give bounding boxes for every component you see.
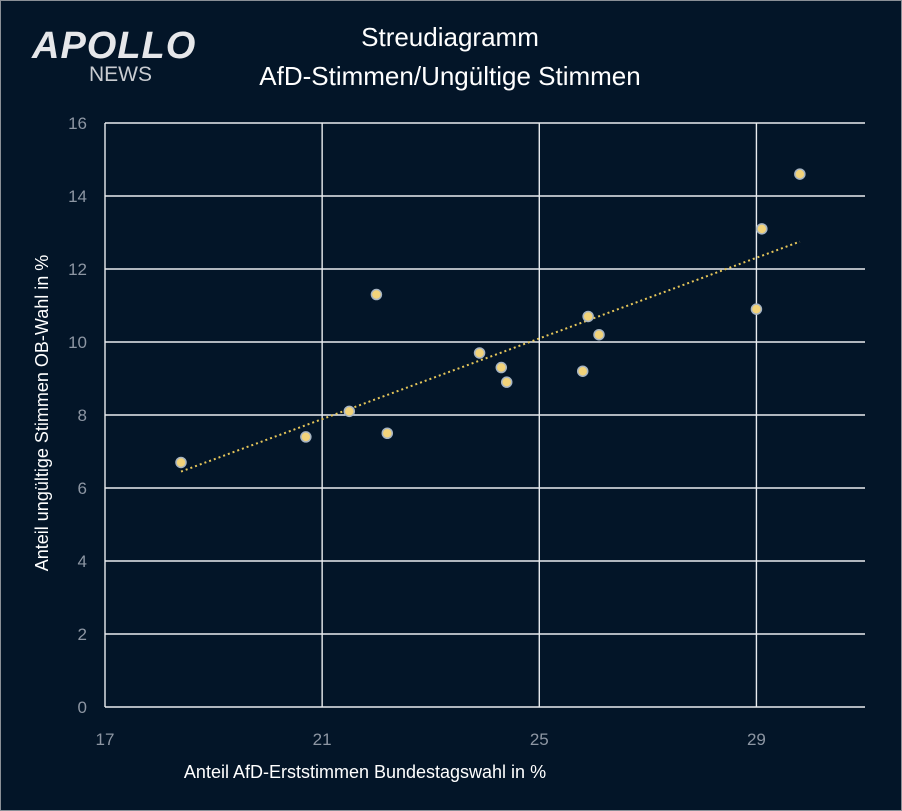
grid-lines <box>104 122 865 708</box>
data-point <box>370 288 383 301</box>
y-axis-label: Anteil ungültige Stimmen OB-Wahl in % <box>32 255 52 571</box>
data-point <box>381 427 394 439</box>
x-tick-label: 25 <box>530 730 549 749</box>
y-tick-label: 14 <box>68 187 87 206</box>
y-tick-label: 0 <box>78 698 87 717</box>
logo-main-text: APOLLO <box>32 25 197 67</box>
chart-subtitle: AfD-Stimmen/Ungültige Stimmen <box>259 61 641 91</box>
data-point <box>495 361 508 374</box>
data-point <box>175 456 187 469</box>
x-tick-label: 17 <box>96 730 115 749</box>
y-tick-label: 12 <box>68 260 87 279</box>
data-point <box>576 365 589 377</box>
apollo-news-logo: APOLLO NEWS <box>32 26 210 88</box>
data-point <box>582 310 594 323</box>
logo-sub-text: NEWS <box>89 63 152 86</box>
data-point <box>750 303 763 315</box>
data-point <box>300 431 312 443</box>
chart-title-block: Streudiagramm AfD-Stimmen/Ungültige Stim… <box>200 18 700 96</box>
y-tick-label: 6 <box>78 479 87 498</box>
data-point <box>473 347 486 359</box>
data-point <box>794 168 806 180</box>
y-tick-labels: 0 2 4 6 8 10 12 14 16 <box>68 114 87 717</box>
y-tick-label: 8 <box>78 406 87 425</box>
x-tick-labels: 17 21 25 29 <box>96 730 766 749</box>
data-point <box>343 405 356 418</box>
trendline <box>180 240 801 473</box>
x-tick-label: 21 <box>313 730 332 749</box>
data-points <box>175 168 806 469</box>
data-point <box>593 328 605 341</box>
data-point <box>500 376 513 388</box>
y-tick-label: 4 <box>78 552 87 571</box>
y-tick-label: 16 <box>68 114 87 133</box>
chart-title: Streudiagramm <box>361 22 539 52</box>
x-tick-label: 29 <box>747 730 766 749</box>
data-point <box>756 223 768 235</box>
y-tick-label: 2 <box>78 625 87 644</box>
y-tick-label: 10 <box>68 333 87 352</box>
x-axis-label: Anteil AfD-Erststimmen Bundestagswahl in… <box>184 762 546 782</box>
